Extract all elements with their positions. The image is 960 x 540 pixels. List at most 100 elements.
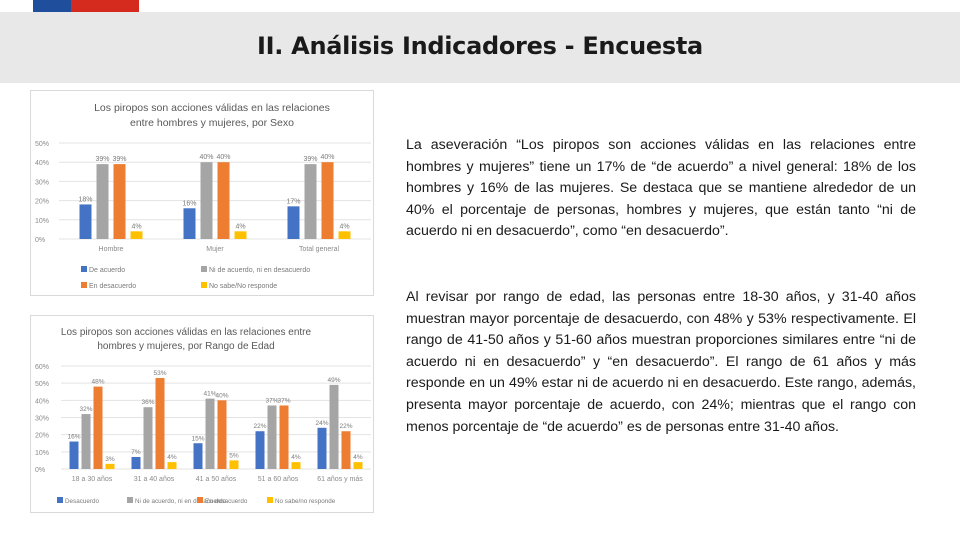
chart-title-line: hombres y mujeres, por Rango de Edad [97, 341, 274, 352]
data-label: 41% [203, 391, 216, 398]
flag-stripe [33, 0, 139, 12]
bar [69, 441, 79, 469]
bar [267, 405, 277, 469]
bar [341, 431, 351, 469]
data-label: 40% [320, 154, 334, 161]
bar [183, 208, 196, 239]
bar [131, 456, 141, 469]
chart-by-age: Los piropos son acciones válidas en las … [30, 315, 374, 513]
y-tick-label: 60% [35, 364, 49, 371]
legend-swatch [201, 266, 207, 272]
bar [200, 162, 213, 239]
data-label: 40% [216, 154, 230, 161]
bar [193, 443, 203, 469]
category-label: 41 a 50 años [196, 476, 237, 483]
y-tick-label: 20% [35, 199, 49, 206]
y-tick-label: 10% [35, 450, 49, 457]
y-tick-label: 0% [35, 467, 45, 474]
data-label: 49% [327, 377, 340, 384]
paragraph-sex-analysis: La aseveración “Los piropos son acciones… [406, 137, 916, 240]
y-tick-label: 40% [35, 398, 49, 405]
header-bar [0, 12, 960, 83]
data-label: 17% [286, 198, 300, 205]
legend-label: No sabe/no responde [275, 498, 336, 505]
data-label: 18% [78, 196, 92, 203]
data-label: 4% [291, 454, 301, 461]
bar [321, 162, 334, 239]
bar [287, 206, 300, 239]
y-tick-label: 50% [35, 381, 49, 388]
legend-label: Desacuerdo [65, 498, 99, 505]
bar [143, 407, 153, 469]
chart-title-line: entre hombres y mujeres, por Sexo [130, 117, 294, 129]
y-tick-label: 30% [35, 179, 49, 186]
data-label: 16% [67, 434, 80, 441]
data-label: 40% [215, 392, 228, 399]
bar [291, 462, 301, 469]
category-label: 31 a 40 años [134, 476, 175, 483]
data-label: 37% [265, 397, 278, 404]
bar [167, 462, 177, 469]
bar [229, 460, 239, 469]
bar [113, 164, 126, 239]
legend-label: De acuerdo [89, 267, 125, 274]
y-tick-label: 40% [35, 160, 49, 167]
bar [155, 378, 165, 469]
data-label: 4% [339, 223, 349, 230]
legend-swatch [81, 282, 87, 288]
data-label: 39% [95, 156, 109, 163]
flag-blue-block [33, 0, 71, 12]
y-tick-label: 30% [35, 416, 49, 423]
category-label: 61 años y más [317, 476, 363, 483]
data-label: 4% [131, 223, 141, 230]
legend-swatch [57, 497, 63, 503]
bar [338, 231, 351, 239]
bar [234, 231, 247, 239]
data-label: 3% [105, 456, 115, 463]
bar [93, 386, 103, 469]
chart-by-age-svg: Los piropos son acciones válidas en las … [35, 327, 371, 505]
legend-swatch [267, 497, 273, 503]
data-label: 48% [91, 379, 104, 386]
data-label: 53% [153, 370, 166, 377]
data-label: 15% [191, 435, 204, 442]
legend-label: No sabe/No responde [209, 283, 277, 290]
legend-label: Ni de acuerdo, ni en desacuerdo [135, 498, 227, 505]
data-label: 4% [167, 454, 177, 461]
data-label: 24% [315, 420, 328, 427]
legend-swatch [197, 497, 203, 503]
bar [329, 384, 339, 469]
legend-swatch [201, 282, 207, 288]
chart-by-sex-svg: Los piropos son acciones válidas en las … [35, 102, 371, 290]
page-title: II. Análisis Indicadores - Encuesta [257, 32, 703, 60]
bar [130, 231, 143, 239]
bar [81, 414, 91, 469]
category-label: Hombre [99, 246, 124, 253]
bar [205, 398, 215, 469]
data-label: 5% [229, 452, 239, 459]
bar [317, 427, 327, 469]
bar [217, 162, 230, 239]
category-label: Mujer [206, 246, 224, 253]
y-tick-label: 20% [35, 433, 49, 440]
data-label: 4% [353, 454, 363, 461]
paragraph-age-analysis: Al revisar por rango de edad, las person… [406, 289, 916, 435]
bar [79, 204, 92, 239]
y-tick-label: 10% [35, 218, 49, 225]
data-label: 40% [199, 154, 213, 161]
bar [353, 462, 363, 469]
flag-red-block [71, 0, 139, 12]
bar [279, 405, 289, 469]
data-label: 16% [182, 200, 196, 207]
bar [304, 164, 317, 239]
legend-label: Ni de acuerdo, ni en desacuerdo [209, 267, 310, 274]
bar [255, 431, 265, 469]
data-label: 39% [303, 156, 317, 163]
data-label: 7% [131, 449, 141, 456]
data-label: 39% [112, 156, 126, 163]
bar [96, 164, 109, 239]
chart-by-sex: Los piropos son acciones válidas en las … [30, 90, 374, 296]
data-label: 22% [339, 423, 352, 430]
legend-label: En desacuerdo [205, 498, 248, 505]
y-tick-label: 0% [35, 237, 45, 244]
